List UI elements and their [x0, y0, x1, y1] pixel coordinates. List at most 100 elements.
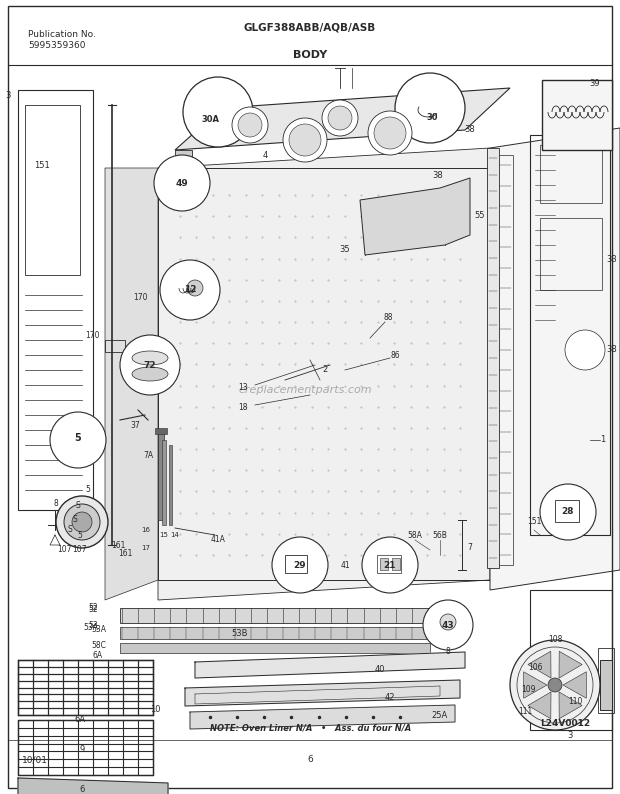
Text: 33: 33 — [606, 256, 618, 264]
Polygon shape — [559, 692, 582, 719]
Text: 3: 3 — [6, 91, 11, 99]
Text: 38: 38 — [606, 345, 618, 354]
Text: 6: 6 — [307, 756, 313, 765]
Bar — [18, 720, 153, 775]
Text: 6: 6 — [79, 785, 85, 794]
Polygon shape — [563, 672, 587, 698]
Bar — [540, 145, 602, 203]
Text: 6A: 6A — [74, 715, 86, 724]
Bar — [598, 648, 614, 713]
Text: 21: 21 — [384, 561, 396, 569]
Text: 30: 30 — [427, 114, 438, 122]
Text: 110: 110 — [568, 697, 582, 707]
Circle shape — [232, 107, 268, 143]
Text: 106: 106 — [528, 664, 542, 673]
Text: 52: 52 — [89, 606, 98, 615]
Bar — [530, 135, 610, 535]
Text: 58A: 58A — [407, 530, 422, 539]
Text: 30A: 30A — [201, 115, 219, 125]
Circle shape — [238, 113, 262, 137]
Polygon shape — [185, 680, 460, 706]
Text: 25A: 25A — [432, 711, 448, 719]
Bar — [170, 174, 190, 192]
Text: 8: 8 — [53, 499, 58, 507]
Text: 6A: 6A — [93, 650, 103, 660]
Bar — [392, 558, 400, 570]
Polygon shape — [190, 705, 455, 729]
Text: 13: 13 — [238, 384, 248, 392]
Bar — [600, 660, 612, 710]
Text: GLGF388ABB/AQB/ASB: GLGF388ABB/AQB/ASB — [244, 22, 376, 32]
Polygon shape — [490, 128, 620, 590]
Ellipse shape — [132, 351, 168, 365]
Text: NOTE: Oven Liner N/A   •   Ass. du four N/A: NOTE: Oven Liner N/A • Ass. du four N/A — [210, 723, 411, 733]
Circle shape — [120, 335, 180, 395]
Text: 28: 28 — [562, 507, 574, 517]
Bar — [71, 453, 85, 465]
Circle shape — [440, 614, 456, 630]
Text: S: S — [76, 500, 81, 510]
Text: 53A: 53A — [83, 622, 98, 631]
Text: 161: 161 — [118, 549, 132, 557]
Circle shape — [362, 537, 418, 593]
Circle shape — [565, 330, 605, 370]
Bar — [285, 555, 307, 573]
Bar — [120, 627, 430, 639]
Text: Publication No.: Publication No. — [28, 30, 96, 39]
Text: 37: 37 — [130, 421, 140, 430]
Text: 5: 5 — [78, 530, 82, 539]
Circle shape — [374, 117, 406, 149]
Text: 18: 18 — [239, 403, 248, 413]
Bar — [155, 428, 167, 434]
Text: 170: 170 — [86, 332, 100, 341]
Circle shape — [423, 600, 473, 650]
Text: 35: 35 — [340, 245, 350, 255]
Bar — [120, 643, 430, 653]
Bar — [380, 558, 388, 570]
Text: 53A: 53A — [91, 626, 106, 634]
Ellipse shape — [132, 367, 168, 381]
Text: 5995359360: 5995359360 — [28, 41, 86, 50]
Text: 43: 43 — [441, 620, 454, 630]
Circle shape — [283, 118, 327, 162]
Text: 4: 4 — [262, 151, 268, 160]
Text: 41A: 41A — [211, 535, 226, 545]
Circle shape — [510, 640, 600, 730]
Text: 86: 86 — [390, 350, 400, 360]
Text: 14: 14 — [170, 532, 179, 538]
Polygon shape — [158, 148, 490, 600]
Bar — [530, 590, 612, 730]
Text: 55: 55 — [475, 210, 485, 219]
Circle shape — [540, 484, 596, 540]
Bar — [555, 500, 579, 522]
Text: 53: 53 — [88, 620, 98, 630]
Bar — [542, 80, 612, 150]
Text: 38: 38 — [464, 125, 476, 134]
Text: 53B: 53B — [232, 629, 248, 638]
Circle shape — [160, 260, 220, 320]
Circle shape — [72, 512, 92, 532]
Circle shape — [154, 155, 210, 211]
Text: 41: 41 — [340, 561, 350, 569]
Text: 107: 107 — [58, 545, 72, 554]
Bar — [25, 105, 80, 275]
Circle shape — [368, 111, 412, 155]
Polygon shape — [528, 651, 551, 678]
Polygon shape — [175, 88, 510, 150]
Text: S: S — [73, 515, 78, 525]
Circle shape — [50, 412, 106, 468]
Text: 7: 7 — [467, 544, 472, 553]
Circle shape — [395, 73, 465, 143]
Bar — [158, 168, 490, 580]
Text: 1: 1 — [600, 435, 605, 445]
Circle shape — [272, 537, 328, 593]
Bar — [540, 218, 602, 290]
Text: 7A: 7A — [143, 450, 153, 460]
Polygon shape — [528, 692, 551, 719]
Text: 56B: 56B — [433, 530, 448, 539]
Text: 40: 40 — [374, 665, 385, 674]
Bar — [169, 445, 172, 525]
Text: 9: 9 — [79, 746, 84, 754]
Circle shape — [183, 77, 253, 147]
Text: 52: 52 — [89, 603, 98, 612]
